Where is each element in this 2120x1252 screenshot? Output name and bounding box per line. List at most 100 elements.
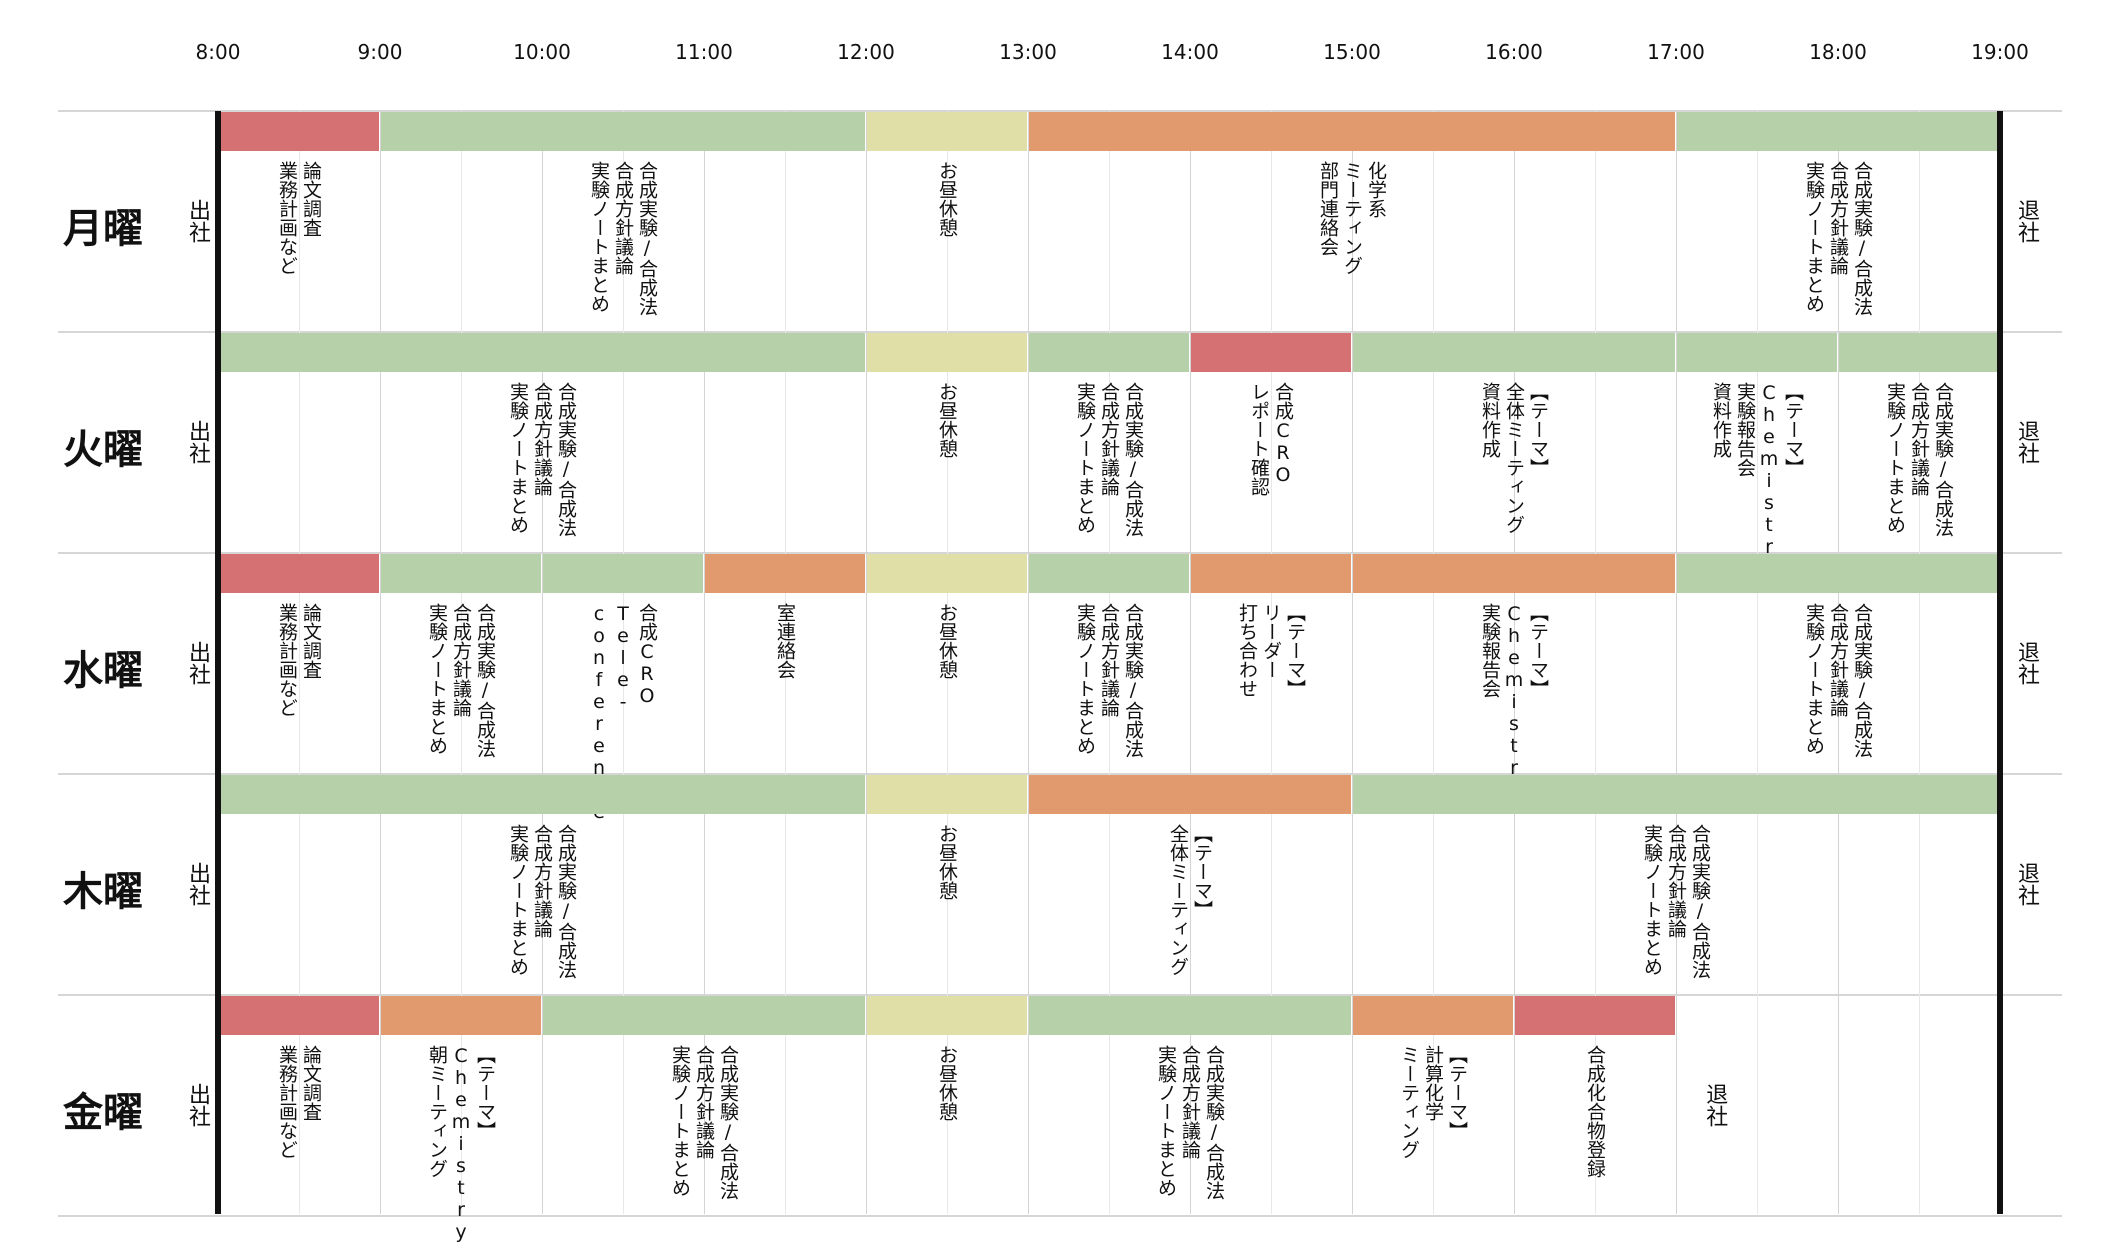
- row-divider: [58, 773, 2062, 775]
- activity-note: 合成実験/合成法 合成方針議論 実験ノートまとめ: [507, 824, 577, 979]
- hour-gridline: [542, 111, 543, 1214]
- activity-note: 論文調査 業務計画など: [276, 603, 322, 717]
- leave-label: 退社: [2014, 862, 2039, 906]
- half-hour-gridline: [623, 111, 624, 1214]
- half-hour-gridline: [1109, 111, 1110, 1214]
- row-divider: [58, 331, 2062, 333]
- activity-note: 合成実験/合成法 合成方針議論 実験ノートまとめ: [588, 161, 658, 316]
- activity-block-green: [1029, 996, 1351, 1035]
- hour-label: 17:00: [1647, 40, 1705, 64]
- activity-block-green: [381, 112, 865, 151]
- activity-note: 合成実験/合成法 合成方針議論 実験ノートまとめ: [1803, 603, 1873, 758]
- hour-label: 11:00: [675, 40, 733, 64]
- activity-note: 合成実験/合成法 合成方針議論 実験ノートまとめ: [1884, 382, 1954, 537]
- activity-note: 合成CRO Tele- conference: [588, 603, 658, 823]
- activity-block-orange: [1353, 554, 1675, 593]
- activity-block-red: [221, 554, 379, 593]
- activity-block-red: [1191, 333, 1351, 372]
- hour-label: 14:00: [1161, 40, 1219, 64]
- activity-block-green: [1353, 775, 1997, 814]
- arrive-label: 出社: [185, 862, 210, 906]
- activity-note: 合成CRO レポート確認: [1248, 382, 1294, 496]
- activity-note: 論文調査 業務計画など: [276, 161, 322, 275]
- hour-label: 13:00: [999, 40, 1057, 64]
- activity-note: 【テーマ】 全体ミーティング 資料作成: [1479, 382, 1549, 534]
- hour-label: 12:00: [837, 40, 895, 64]
- arrive-label: 出社: [185, 420, 210, 464]
- activity-block-green: [221, 333, 865, 372]
- activity-note: 合成実験/合成法 合成方針議論 実験ノートまとめ: [1803, 161, 1873, 316]
- leave-label: 退社: [2014, 641, 2039, 685]
- activity-note: 合成実験/合成法 合成方針議論 実験ノートまとめ: [1074, 382, 1144, 537]
- activity-note: 【テーマ】 計算化学 ミーティング: [1398, 1045, 1468, 1159]
- day-label: 水曜: [63, 648, 143, 694]
- activity-note: お昼休憩: [936, 382, 958, 458]
- activity-block-orange: [1029, 775, 1351, 814]
- activity-block-green: [221, 775, 865, 814]
- hour-gridline: [1676, 111, 1677, 1214]
- hour-label: 15:00: [1323, 40, 1381, 64]
- hour-label: 9:00: [357, 40, 403, 64]
- activity-note: 合成実験/合成法 合成方針議論 実験ノートまとめ: [1074, 603, 1144, 758]
- activity-note: 合成実験/合成法 合成方針議論 実験ノートまとめ: [507, 382, 577, 537]
- day-label: 月曜: [63, 206, 143, 252]
- activity-block-green: [1029, 333, 1189, 372]
- hour-gridline: [1190, 111, 1191, 1214]
- activity-block-orange: [705, 554, 865, 593]
- activity-note: 【テーマ】 リーダー 打ち合わせ: [1236, 603, 1306, 698]
- activity-block-orange: [1191, 554, 1351, 593]
- activity-block-green: [381, 554, 541, 593]
- leave-label: 退社: [2014, 420, 2039, 464]
- row-divider: [58, 1215, 2062, 1217]
- timeline-edge: [1997, 111, 2003, 1214]
- day-label: 木曜: [63, 869, 143, 915]
- leave-label: 退社: [2014, 199, 2039, 243]
- activity-block-yellow: [867, 333, 1027, 372]
- leave-label: 退社: [1702, 1083, 1728, 1127]
- activity-note: 化学系 ミーティング 部門連絡会: [1317, 161, 1387, 275]
- hour-gridline: [1028, 111, 1029, 1214]
- activity-block-green: [1029, 554, 1189, 593]
- hour-gridline: [1352, 111, 1353, 1214]
- activity-block-orange: [1353, 996, 1513, 1035]
- activity-note: 合成実験/合成法 合成方針議論 実験ノートまとめ: [1641, 824, 1711, 979]
- half-hour-gridline: [1271, 111, 1272, 1214]
- activity-note: 合成実験/合成法 合成方針議論 実験ノートまとめ: [669, 1045, 739, 1200]
- activity-block-yellow: [867, 554, 1027, 593]
- activity-block-orange: [1029, 112, 1675, 151]
- hour-gridline: [1514, 111, 1515, 1214]
- activity-note: 【テーマ】 Chemistry 朝ミーティング: [426, 1045, 496, 1243]
- hour-gridline: [704, 111, 705, 1214]
- row-divider: [58, 552, 2062, 554]
- activity-note: 【テーマ】 Chemistry 実験報告会 資料作成: [1710, 382, 1804, 580]
- hour-label: 8:00: [195, 40, 241, 64]
- activity-block-red: [221, 112, 379, 151]
- activity-note: 合成化合物登録: [1584, 1045, 1606, 1178]
- activity-block-green: [1677, 333, 1837, 372]
- activity-note: 論文調査 業務計画など: [276, 1045, 322, 1159]
- activity-block-red: [221, 996, 379, 1035]
- hour-gridline: [380, 111, 381, 1214]
- hour-label: 16:00: [1485, 40, 1543, 64]
- half-hour-gridline: [461, 111, 462, 1214]
- hour-label: 19:00: [1971, 40, 2029, 64]
- half-hour-gridline: [785, 111, 786, 1214]
- activity-block-orange: [381, 996, 541, 1035]
- arrive-label: 出社: [185, 1083, 210, 1127]
- half-hour-gridline: [1919, 111, 1920, 1214]
- half-hour-gridline: [299, 111, 300, 1214]
- timeline-edge: [215, 111, 221, 1214]
- day-label: 金曜: [63, 1090, 143, 1136]
- activity-note: 【テーマ】 Chemistry 実験報告会: [1479, 603, 1549, 801]
- activity-block-green: [1839, 333, 1997, 372]
- activity-note: お昼休憩: [936, 1045, 958, 1121]
- activity-note: お昼休憩: [936, 161, 958, 237]
- activity-block-green: [1353, 333, 1675, 372]
- activity-block-yellow: [867, 996, 1027, 1035]
- hour-label: 18:00: [1809, 40, 1867, 64]
- activity-block-green: [1677, 554, 1997, 593]
- activity-note: お昼休憩: [936, 824, 958, 900]
- half-hour-gridline: [1757, 111, 1758, 1214]
- row-divider: [58, 110, 2062, 112]
- activity-note: 室連絡会: [774, 603, 796, 679]
